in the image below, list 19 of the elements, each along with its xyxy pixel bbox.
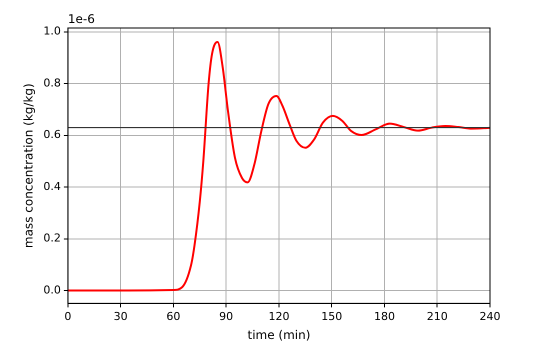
x-tick-label: 240 bbox=[480, 310, 500, 323]
x-tick-label: 150 bbox=[321, 310, 342, 323]
x-tick-label: 90 bbox=[219, 310, 234, 323]
x-tick-label: 120 bbox=[268, 310, 290, 323]
x-axis-title: time (min) bbox=[247, 328, 310, 342]
x-tick-label: 180 bbox=[374, 310, 395, 323]
x-tick-label: 30 bbox=[114, 310, 128, 323]
y-tick-label: 1.0 bbox=[43, 24, 61, 38]
y-tick-label: 0.2 bbox=[43, 232, 61, 245]
x-tick-label: 0 bbox=[64, 310, 72, 323]
y-axis-title: mass concentration (kg/kg) bbox=[21, 83, 36, 248]
x-tick-label: 210 bbox=[426, 310, 448, 323]
text: 1e-6 bbox=[68, 12, 95, 26]
y-tick-label: 0.6 bbox=[43, 128, 61, 142]
y-tick-label: 0.8 bbox=[43, 76, 61, 90]
y-tick-label: 0.4 bbox=[43, 180, 61, 193]
y-tick-label: 0.0 bbox=[43, 283, 61, 296]
line-series bbox=[68, 40, 490, 292]
x-tick-label: 60 bbox=[166, 310, 180, 323]
